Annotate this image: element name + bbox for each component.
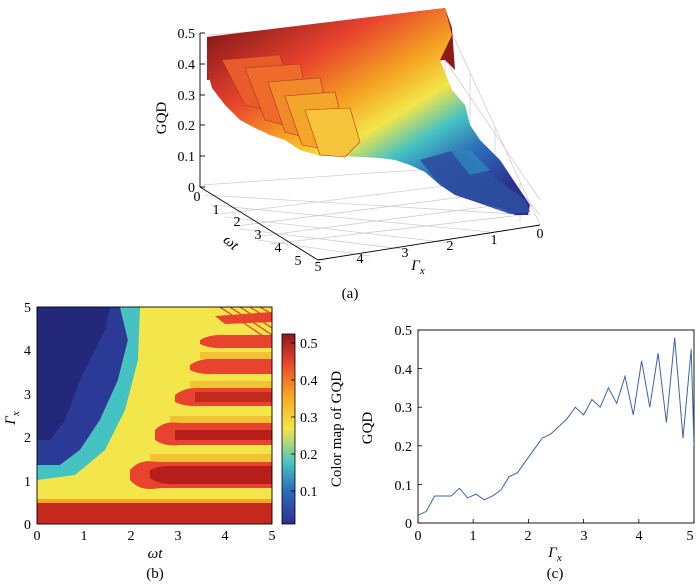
- panel-b-heatmap: [36, 306, 273, 525]
- colorbar-tick: 0.1: [300, 485, 318, 500]
- panel-a-x-tick: 5: [295, 254, 302, 269]
- panel-b-colorbar-ticks: 0.1 0.2 0.3 0.4 0.5: [300, 337, 318, 500]
- panel-c-x-tick: 4: [636, 529, 643, 544]
- colorbar-tick: 0.5: [300, 337, 318, 352]
- panel-c-y-tick: 0.5: [395, 324, 413, 339]
- panel-a-steps: [221, 54, 361, 158]
- panel-a-z-tick: 0.4: [178, 58, 196, 73]
- panel-a-x-tick: 3: [255, 228, 262, 243]
- panel-b-x-tick: 1: [81, 529, 88, 544]
- panel-a-x-ticks: 0 1 2 3 4 5: [194, 190, 302, 269]
- panel-a-y-ticks: 5 4 3 2 1 0: [315, 227, 544, 275]
- panel-c-x-tick: 1: [470, 529, 477, 544]
- panel-c-line-chart: [417, 329, 695, 524]
- panel-b-colorbar: [281, 333, 296, 525]
- panel-a-y-tick: 2: [447, 239, 454, 254]
- panel-b-x-tick: 3: [175, 529, 182, 544]
- panel-c-y-tick: 0.4: [395, 363, 413, 378]
- panel-b-x-tick: 4: [222, 529, 229, 544]
- panel-b-colorbar-label: Color map of GQD: [329, 371, 345, 487]
- panel-a-z-tick: 0.2: [178, 119, 196, 134]
- panel-b-xlabel: ωt: [148, 546, 164, 562]
- panel-b-caption: (b): [146, 566, 164, 582]
- panel-a-grid: [201, 17, 541, 257]
- panel-c-x-tick: 2: [525, 529, 532, 544]
- colorbar-tick: 0.3: [300, 411, 318, 426]
- panel-a-ylabel: Γx: [410, 258, 425, 277]
- panel-c-axes: [417, 329, 695, 524]
- panel-c-y-tick: 0.3: [395, 401, 413, 416]
- panel-c-caption: (c): [547, 566, 564, 582]
- panel-c-x-tick: 0: [415, 529, 422, 544]
- panel-b-y-tick: 4: [24, 344, 31, 359]
- panel-c-ylabel: GQD: [360, 412, 376, 445]
- panel-a-y-tick: 5: [315, 260, 322, 275]
- panel-c-x-tick: 5: [687, 529, 694, 544]
- panel-c-x-tick: 3: [581, 529, 588, 544]
- panel-a-z-tick: 0.3: [178, 89, 196, 104]
- panel-a-z-ticks: 0 0.1 0.2 0.3 0.4 0.5: [178, 27, 196, 196]
- panel-b-y-tick: 3: [24, 388, 31, 403]
- panel-a-x-tick: 4: [275, 241, 282, 256]
- panel-b-y-ticks: 0 1 2 3 4 5: [24, 301, 31, 533]
- panel-c-y-ticks: 0 0.1 0.2 0.3 0.4 0.5: [395, 324, 413, 532]
- panel-b-x-tick: 2: [128, 529, 135, 544]
- panel-b-x-tick: 5: [269, 529, 276, 544]
- panel-a-caption: (a): [342, 286, 359, 302]
- panel-a-zlabel: GQD: [154, 102, 170, 135]
- panel-c-xtick-marks: [417, 519, 695, 523]
- panel-a-z-tick: 0: [188, 181, 195, 196]
- panel-b-x-ticks: 0 1 2 3 4 5: [34, 529, 276, 544]
- panel-a-z-tick: 0.5: [178, 27, 196, 42]
- panel-a-y-tick: 4: [357, 252, 364, 267]
- panel-a-y-tick: 3: [402, 246, 409, 261]
- panel-b-ylabel: Γx: [3, 411, 22, 426]
- panel-c-ytick-marks: [418, 329, 422, 524]
- panel-c-xlabel: Γx: [547, 545, 562, 564]
- panel-c-series-line: [418, 337, 694, 516]
- panel-b-x-tick: 0: [34, 529, 41, 544]
- panel-c-x-ticks: 0 1 2 3 4 5: [415, 529, 694, 544]
- panel-a-surface: [199, 8, 541, 261]
- panel-a-xlabel: ωt: [220, 232, 242, 254]
- panel-a-x-tick: 0: [194, 190, 201, 205]
- panel-a-low-region: [420, 150, 530, 214]
- panel-c-y-tick: 0.1: [395, 479, 413, 494]
- panel-a-z-tick: 0.1: [178, 150, 196, 165]
- panel-a-y-tick: 0: [537, 227, 544, 242]
- panel-b-y-tick: 0: [24, 518, 31, 533]
- colorbar-tick: 0.4: [300, 374, 318, 389]
- panel-b-y-tick: 5: [24, 301, 31, 316]
- panel-c-y-tick: 0.2: [395, 440, 413, 455]
- panel-c-y-tick: 0: [405, 517, 412, 532]
- panel-a-x-tick: 2: [234, 215, 241, 230]
- panel-b-y-tick: 2: [24, 431, 31, 446]
- panel-a-y-tick: 1: [491, 233, 498, 248]
- panel-a-x-tick: 1: [213, 203, 220, 218]
- colorbar-tick: 0.2: [300, 448, 318, 463]
- panel-b-y-tick: 1: [24, 475, 31, 490]
